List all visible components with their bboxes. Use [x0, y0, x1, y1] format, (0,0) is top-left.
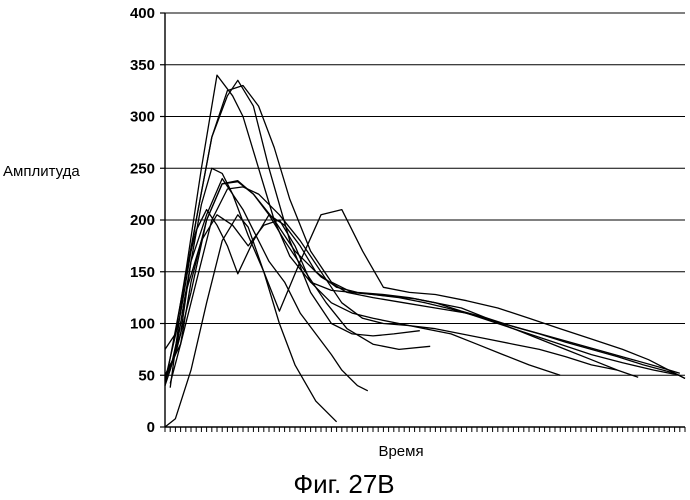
series-line-10 — [170, 75, 685, 388]
series-line-7 — [165, 181, 680, 381]
y-axis-label: Амплитуда — [3, 163, 80, 180]
y-tick-labels: 0 50 100 150 200 250 300 350 400 — [130, 5, 155, 436]
series-group — [165, 75, 685, 427]
grid — [165, 13, 685, 375]
y-tick-label: 200 — [130, 212, 155, 229]
figure-caption: Фиг. 27B — [293, 469, 394, 499]
y-tick-label: 0 — [147, 419, 155, 436]
axes — [160, 13, 685, 432]
y-tick-label: 100 — [130, 316, 155, 333]
y-tick-label: 300 — [130, 109, 155, 126]
series-line-11 — [165, 86, 680, 381]
y-tick-label: 350 — [130, 57, 155, 74]
x-axis-label: Время — [378, 443, 423, 460]
y-tick-label: 400 — [130, 5, 155, 22]
y-tick-label: 50 — [138, 367, 155, 384]
y-tick-label: 250 — [130, 160, 155, 177]
series-line-8 — [165, 187, 617, 375]
y-tick-label: 150 — [130, 264, 155, 281]
series-line-3 — [170, 182, 430, 384]
series-line-5 — [165, 210, 638, 378]
